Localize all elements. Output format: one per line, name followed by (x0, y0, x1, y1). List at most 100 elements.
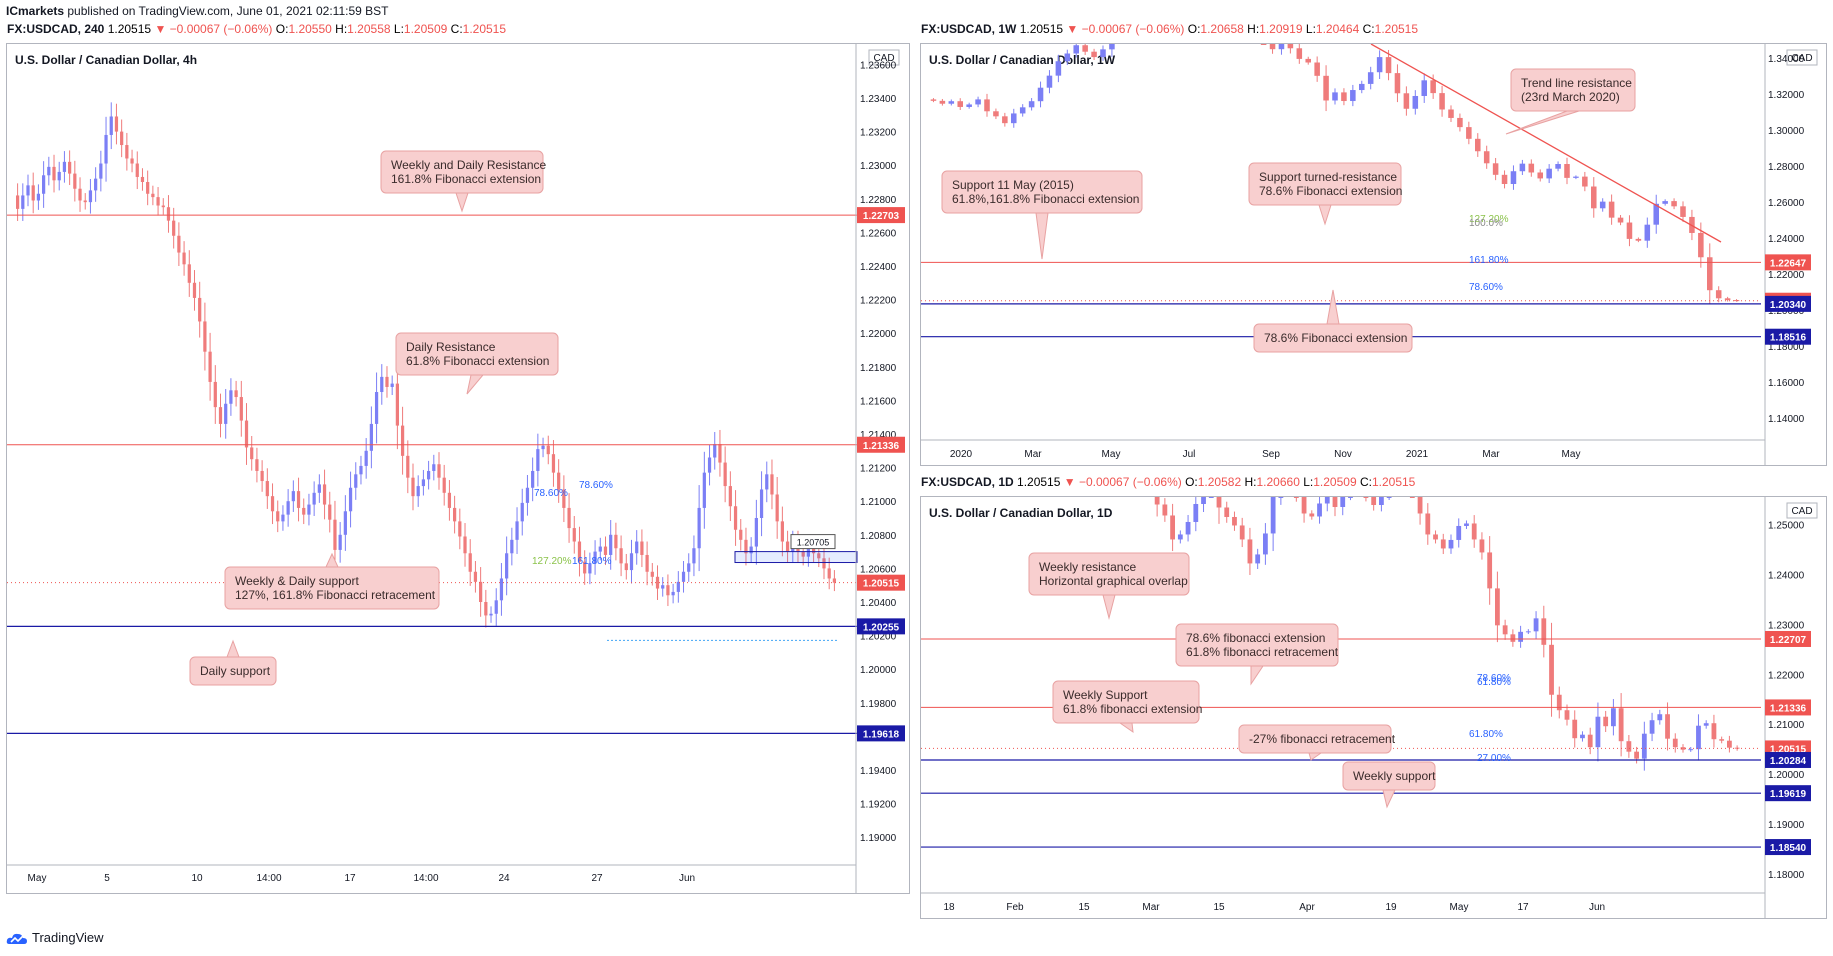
candle-body (198, 297, 202, 322)
callout-box (380, 150, 544, 194)
candle-body (135, 163, 139, 177)
candle-body (1487, 552, 1493, 589)
callout-text: Horizontal graphical overlap (1039, 574, 1188, 588)
publish-info: ICmarkets published on TradingView.com, … (6, 4, 389, 18)
currency-badge (1786, 49, 1818, 66)
panel-header: FX:USDCAD, 1W 1.20515 ▼ −0.00067 (−0.06%… (921, 22, 1418, 36)
date-tick: 17 (344, 873, 356, 884)
candle-body (817, 553, 821, 559)
candle-body (1533, 618, 1539, 632)
chart-panel-1d[interactable]: FX:USDCAD, 1D 1.20515 ▼ −0.00067 (−0.06%… (920, 475, 1827, 919)
price-tick: 1.26000 (1768, 198, 1805, 209)
candle-body (1564, 710, 1570, 720)
candle-body (140, 176, 145, 182)
candle-body (1301, 497, 1307, 514)
ohlc-l: L:1.20509 (393, 22, 448, 36)
candle-body (1028, 101, 1035, 108)
candle-body (1269, 44, 1276, 50)
candle-body (489, 613, 493, 616)
candle-body (562, 489, 566, 508)
callout-text: Daily support (200, 664, 271, 678)
candle-body (62, 161, 67, 172)
price-axis-badge-label: 1.18516 (1770, 333, 1807, 344)
candle-body (629, 553, 634, 571)
candle-body (317, 484, 321, 493)
chart-canvas-1w[interactable]: U.S. Dollar / Canadian Dollar, 1W CAD 12… (921, 43, 1826, 465)
price-axis-badge (857, 618, 905, 635)
currency-badge (1786, 502, 1818, 519)
candle-body (1363, 497, 1369, 498)
price-tick: 1.23200 (860, 128, 897, 139)
price-axis-badge (1765, 328, 1811, 345)
candle-body (1193, 503, 1199, 522)
candle-body (161, 205, 165, 208)
date-tick: 14:00 (413, 873, 438, 884)
chart-panel-1w[interactable]: FX:USDCAD, 1W 1.20515 ▼ −0.00067 (−0.06%… (920, 22, 1827, 466)
candle-body (1185, 521, 1191, 535)
price-axis-badge-label: 1.21336 (863, 441, 900, 452)
candle-body (442, 477, 446, 493)
callout-text: 127%, 161.8% Fibonacci retracement (235, 588, 436, 602)
candle-body (1154, 497, 1160, 505)
price-tick: 1.19200 (860, 800, 897, 811)
tradingview-brand[interactable]: TradingView (6, 930, 104, 945)
date-tick: 27 (591, 873, 603, 884)
candle-body (31, 185, 35, 201)
price-tick: 1.21200 (860, 464, 897, 475)
price-tick: 1.19800 (860, 699, 897, 710)
callout-box (189, 656, 277, 686)
price-tick: 1.21800 (860, 363, 897, 374)
candle-body (1421, 80, 1427, 96)
fib-level-label: 61.80% (1469, 729, 1503, 740)
price-axis-badge-label: 1.20515 (863, 579, 900, 590)
price-tick: 1.21000 (1768, 720, 1805, 731)
symbol-label: FX:USDCAD, 1W (921, 22, 1017, 36)
candle-body (494, 600, 498, 614)
ohlc-l: L:1.20509 (1303, 475, 1357, 489)
callout-pointer (1318, 204, 1332, 226)
candle-body (1556, 694, 1562, 711)
candle-body (744, 539, 748, 554)
callout-text: Weekly and Daily Resistance (391, 158, 547, 172)
date-tick: Feb (1006, 902, 1024, 913)
candle-body (671, 591, 675, 596)
price-tick: 1.22000 (1768, 670, 1805, 681)
candle-body (406, 455, 410, 478)
candle-body (806, 548, 810, 557)
currency-badge (868, 49, 900, 66)
candle-body (515, 521, 519, 540)
date-tick: May (1102, 449, 1121, 460)
candle-body (120, 131, 124, 146)
price-tick: 1.28000 (1768, 162, 1805, 173)
candle-body (1309, 513, 1315, 517)
candle-body (276, 511, 280, 522)
candle-body (1433, 534, 1438, 540)
candle-body (1564, 164, 1570, 178)
candle-body (1672, 738, 1678, 748)
candle-body (1475, 138, 1481, 152)
currency-label: CAD (873, 53, 894, 64)
candle-body (1580, 734, 1585, 739)
candle-body (338, 534, 342, 550)
candle-body (1430, 80, 1436, 94)
down-arrow-icon: ▼ (154, 22, 167, 36)
candle-body (948, 101, 955, 104)
chart-canvas-4h[interactable]: U.S. Dollar / Canadian Dollar, 4h CAD 1.… (7, 44, 909, 893)
chart-canvas-1d[interactable]: U.S. Dollar / Canadian Dollar, 1D CAD 78… (921, 497, 1826, 918)
candle-body (1501, 174, 1508, 184)
callout-text: Weekly resistance (1039, 560, 1136, 574)
candle-body (172, 220, 176, 236)
candle-body (1409, 497, 1415, 498)
candle-body (218, 407, 223, 424)
candle-body (114, 116, 119, 132)
candle-body (598, 546, 602, 552)
candle-body (1502, 625, 1508, 635)
callout-text: 61.8%,161.8% Fibonacci extension (952, 192, 1139, 206)
candle-body (1037, 87, 1044, 102)
candle-body (1100, 49, 1106, 58)
chart-panel-4h[interactable]: FX:USDCAD, 240 1.20515 ▼ −0.00067 (−0.06… (6, 22, 910, 894)
candle-body (1634, 751, 1639, 759)
candle-body (546, 445, 550, 455)
candle-body (957, 101, 963, 107)
candle-body (1519, 163, 1526, 172)
